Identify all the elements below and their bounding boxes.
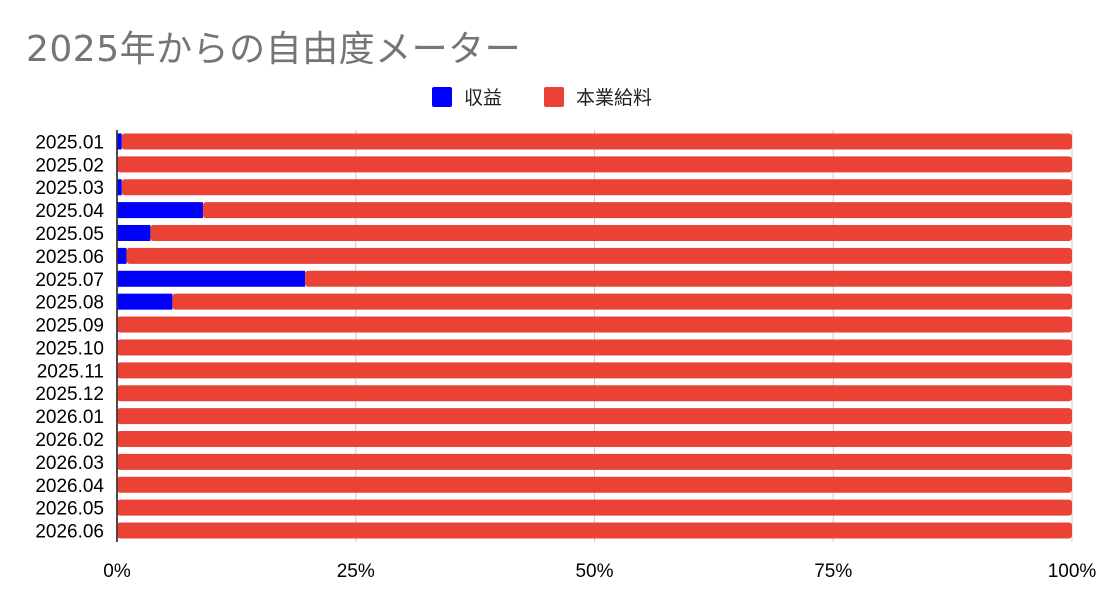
y-tick-label: 2026.04 (35, 476, 104, 497)
y-tick-label: 2026.01 (35, 407, 104, 428)
bar-segment (172, 293, 1072, 310)
bar-segment (117, 179, 122, 196)
bar-segment (121, 179, 1072, 196)
bar-segment (121, 133, 1072, 150)
legend-swatch (432, 87, 452, 107)
bar-segment (117, 270, 306, 287)
legend-swatch (544, 87, 564, 107)
bar-segment (117, 522, 1072, 539)
legend-label: 収益 (464, 87, 502, 109)
bar-segment (117, 431, 1072, 447)
y-tick-label: 2026.06 (35, 522, 104, 543)
bar-segment (117, 247, 127, 264)
y-tick-label: 2025.04 (35, 201, 104, 222)
bar-segment (202, 202, 1072, 219)
bar-segment (117, 362, 1072, 379)
bar-segment (117, 385, 1072, 402)
y-tick-label: 2026.03 (35, 453, 104, 474)
bar-segment (117, 202, 203, 219)
y-tick-label: 2025.07 (35, 270, 104, 291)
y-tick-label: 2025.11 (37, 361, 104, 382)
bar-segment (150, 225, 1073, 241)
y-tick-label: 2025.03 (35, 178, 104, 199)
y-tick-label: 2025.10 (35, 338, 104, 359)
y-tick-label: 2025.09 (35, 316, 104, 337)
y-tick-label: 2025.01 (35, 132, 104, 153)
y-tick-label: 2025.08 (35, 293, 104, 314)
bar-segment (117, 293, 173, 310)
y-tick-label: 2025.05 (35, 224, 104, 245)
bar-segment (117, 499, 1072, 516)
y-tick-label: 2025.02 (35, 155, 104, 176)
y-tick-label: 2026.02 (35, 430, 104, 451)
bar-segment (117, 476, 1072, 493)
bar-segment (117, 408, 1072, 425)
bar-segment (117, 339, 1072, 356)
x-tick-label: 25% (337, 561, 375, 582)
y-tick-label: 2025.06 (35, 247, 104, 268)
x-tick-label: 0% (103, 561, 131, 582)
x-tick-label: 100% (1048, 561, 1097, 582)
bar-segment (117, 316, 1072, 333)
bar-segment (117, 156, 1072, 173)
bar-segment (117, 133, 122, 150)
y-tick-label: 2026.05 (35, 499, 104, 520)
chart-title: 2025年からの自由度メーター (26, 29, 522, 70)
bar-segment (305, 270, 1072, 287)
bar-segment (117, 453, 1072, 470)
y-tick-label: 2025.12 (35, 384, 104, 405)
x-tick-label: 50% (575, 561, 613, 582)
legend-label: 本業給料 (576, 87, 652, 109)
bar-segment (117, 225, 151, 241)
x-tick-label: 75% (814, 561, 852, 582)
bar-segment (126, 247, 1073, 264)
